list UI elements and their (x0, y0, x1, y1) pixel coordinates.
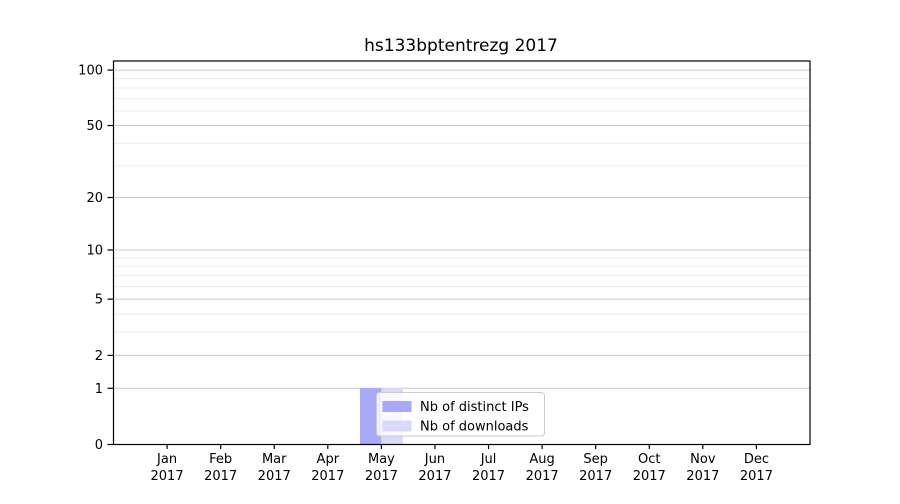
x-tick-label-month: Nov (690, 452, 716, 467)
y-tick-label: 10 (86, 243, 103, 258)
y-tick-label: 5 (95, 293, 103, 308)
y-tick-label: 100 (78, 64, 103, 79)
x-tick-label-month: Aug (529, 452, 554, 467)
y-tick-label: 2 (95, 349, 103, 364)
x-tick-label-year: 2017 (418, 469, 451, 484)
legend-label: Nb of downloads (420, 420, 529, 435)
x-tick-label-month: Jun (424, 452, 445, 467)
x-tick-label-month: Sep (583, 452, 608, 467)
legend-box (376, 392, 545, 437)
x-tick-label-month: Mar (262, 452, 287, 467)
grid-layer (113, 69, 810, 389)
y-tick-label: 1 (95, 382, 103, 397)
legend-swatch (382, 420, 412, 432)
x-tick-label-month: Feb (209, 452, 232, 467)
y-tick-label: 0 (95, 438, 103, 453)
x-tick-label-month: May (368, 452, 395, 467)
x-tick-label-year: 2017 (579, 469, 612, 484)
x-tick-label-year: 2017 (365, 469, 398, 484)
chart-title: hs133bptentrezg 2017 (364, 36, 558, 56)
plot-border (112, 60, 811, 446)
x-tick-label-year: 2017 (472, 469, 505, 484)
x-tick-label-year: 2017 (258, 469, 291, 484)
x-tick-label-month: Apr (317, 452, 340, 467)
legend-label: Nb of distinct IPs (420, 400, 529, 415)
x-tick-label-month: Jan (156, 452, 177, 467)
y-tick-label: 20 (86, 191, 103, 206)
x-tick-label-month: Dec (744, 452, 769, 467)
legend-swatch (382, 401, 412, 412)
x-tick-label-year: 2017 (151, 469, 184, 484)
x-tick-label-year: 2017 (633, 469, 666, 484)
ticks-layer: 0 1 2 5 10 20 50 100 Jan 2017 Feb 2017 Mar 2017 Apr 201… (78, 64, 773, 484)
x-tick-label-year: 2017 (740, 469, 773, 484)
x-tick-label-year: 2017 (686, 469, 719, 484)
x-tick-label-year: 2017 (526, 469, 559, 484)
y-tick-label: 50 (86, 119, 103, 134)
legend-layer: Nb of distinct IPs Nb of downloads (376, 392, 545, 437)
x-tick-label-year: 2017 (311, 469, 344, 484)
x-tick-label-month: Jul (480, 452, 497, 467)
axes-layer (112, 60, 811, 446)
x-tick-label-month: Oct (638, 452, 660, 467)
x-tick-label-year: 2017 (204, 469, 237, 484)
